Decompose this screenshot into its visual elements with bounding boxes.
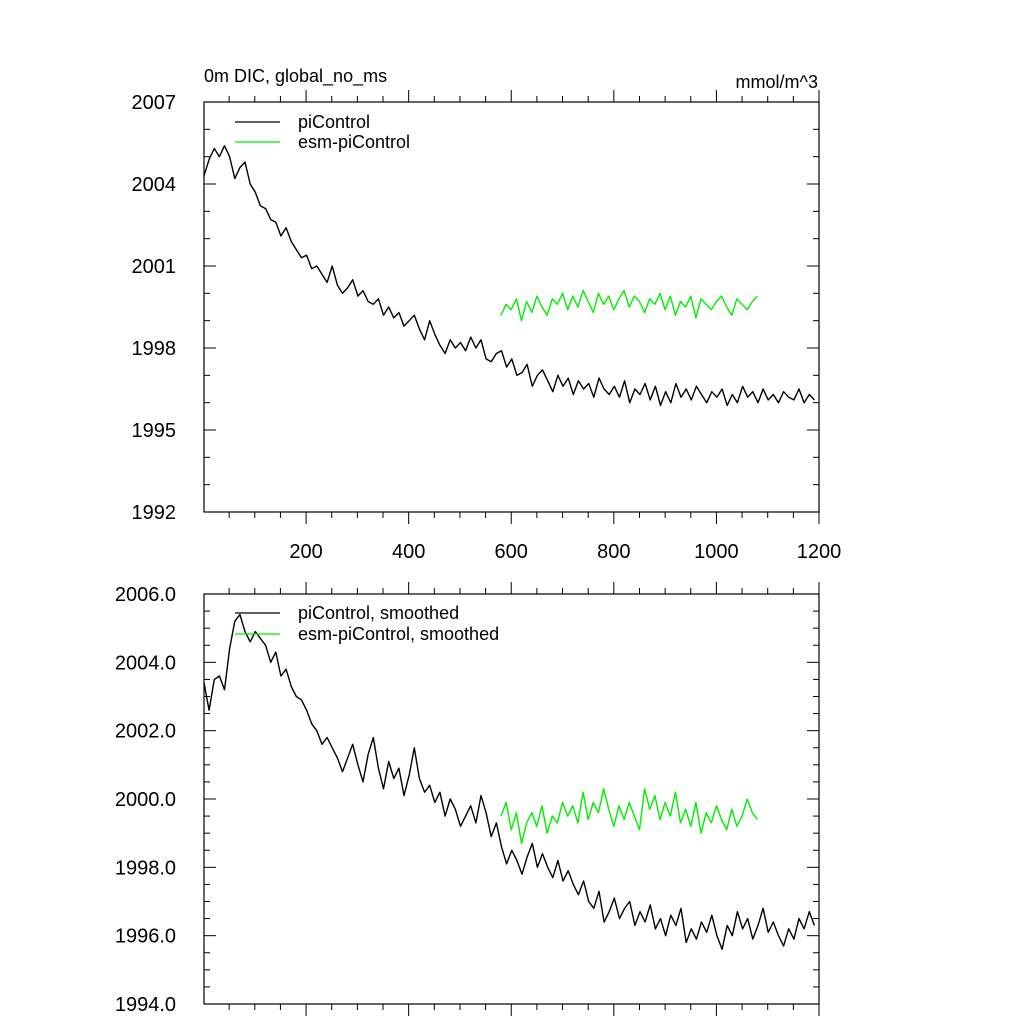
y-tick-label: 1996.0 xyxy=(115,926,176,948)
panel-bottom: 1994.0 1996.0 1998.0 2000.0 2002.0 2004.0 2006… xyxy=(115,582,820,1016)
legend: piControl esm-piControl xyxy=(235,112,410,152)
y-tick-labels: 1992 1995 1998 2001 2004 2007 xyxy=(132,92,177,524)
y-tick-label: 1992 xyxy=(132,502,177,524)
series-lines xyxy=(203,144,815,407)
chart-title: 0m DIC, global_no_ms xyxy=(204,66,387,87)
y-tick-label: 2007 xyxy=(132,92,177,114)
series-line-esm-picontrol-smoothed xyxy=(500,788,758,845)
y-tick-labels: 1994.0 1996.0 1998.0 2000.0 2002.0 2004.0 2006… xyxy=(115,584,176,1016)
x-tick-label: 200 xyxy=(289,541,322,563)
plot-frame xyxy=(203,593,820,1005)
legend-label-picontrol: piControl xyxy=(298,112,370,132)
axis-ticks xyxy=(204,582,820,1016)
series-line-esm-picontrol xyxy=(500,289,758,322)
legend-label-esm-picontrol: esm-piControl xyxy=(298,132,410,152)
y-tick-label: 2006.0 xyxy=(115,584,176,606)
series-line-picontrol-smoothed xyxy=(203,613,816,950)
y-tick-label: 2000.0 xyxy=(115,789,176,811)
y-tick-label: 2001 xyxy=(132,256,177,278)
panel-top: 0m DIC, global_no_ms mmol/m^3 1992199519… xyxy=(132,66,842,563)
x-tick-label: 1000 xyxy=(694,541,739,563)
y-tick-label: 1994.0 xyxy=(115,994,176,1016)
legend: piControl, smoothed esm-piControl, smoot… xyxy=(235,603,499,644)
legend-label-esm-picontrol-smoothed: esm-piControl, smoothed xyxy=(298,624,499,644)
axis-ticks xyxy=(204,90,820,524)
y-tick-label: 1998.0 xyxy=(115,857,176,879)
legend-label-picontrol-smoothed: piControl, smoothed xyxy=(298,603,459,623)
y-tick-label: 2004.0 xyxy=(115,652,176,674)
x-tick-labels: 200 400 600 800 1000 1200 xyxy=(289,541,841,563)
x-tick-label: 400 xyxy=(392,541,425,563)
x-tick-label: 600 xyxy=(495,541,528,563)
y-tick-label: 2002.0 xyxy=(115,721,176,743)
series-lines xyxy=(203,613,816,950)
y-tick-label: 1995 xyxy=(132,420,177,442)
units-label: mmol/m^3 xyxy=(736,72,818,92)
x-tick-label: 1200 xyxy=(797,541,842,563)
y-tick-label: 2004 xyxy=(132,174,177,196)
x-tick-label: 800 xyxy=(597,541,630,563)
series-line-picontrol xyxy=(203,144,815,407)
y-tick-label: 1998 xyxy=(132,338,177,360)
